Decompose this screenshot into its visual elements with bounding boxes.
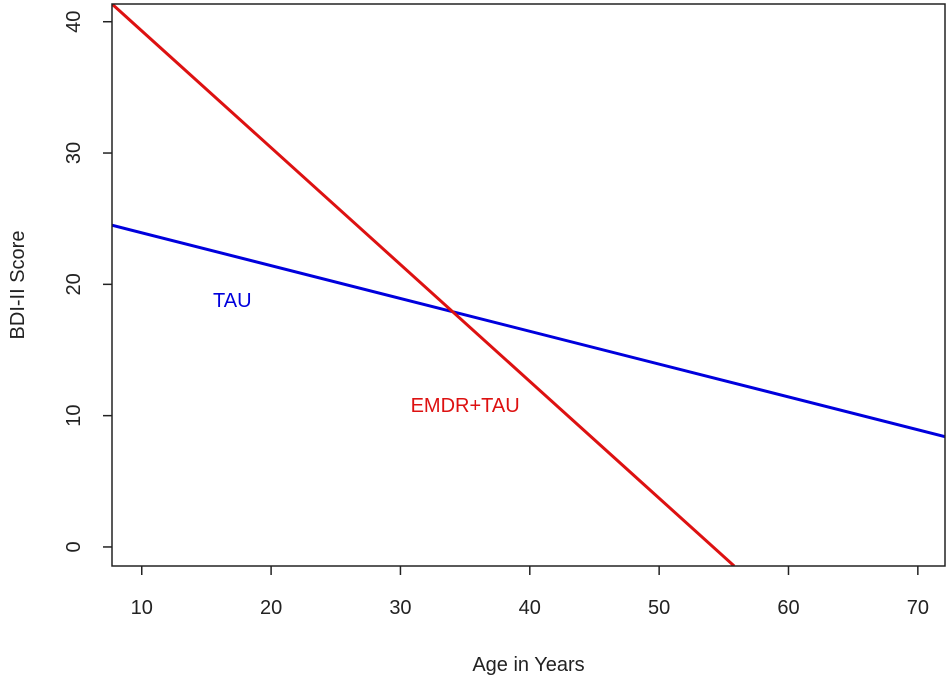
series-labels: TAU EMDR+TAU xyxy=(213,290,520,417)
y-tick-label: 0 xyxy=(63,541,85,552)
y-axis-title: BDI-II Score xyxy=(7,231,29,340)
x-tick-label: 30 xyxy=(389,597,411,619)
plot-frame xyxy=(111,3,946,567)
y-axis: 0 10 20 30 40 xyxy=(63,11,112,553)
x-tick-label: 50 xyxy=(648,597,670,619)
x-tick-label: 70 xyxy=(907,597,929,619)
x-tick-label: 40 xyxy=(519,597,541,619)
plot-lines xyxy=(112,4,945,566)
series-label-tau: TAU xyxy=(213,290,252,312)
x-axis: 10 20 30 40 50 60 70 xyxy=(131,566,929,619)
y-tick-label: 20 xyxy=(63,273,85,295)
x-tick-label: 10 xyxy=(131,597,153,619)
y-tick-label: 30 xyxy=(63,142,85,164)
x-tick-label: 20 xyxy=(260,597,282,619)
x-tick-label: 60 xyxy=(777,597,799,619)
x-axis-title: Age in Years xyxy=(472,654,584,676)
series-line-tau xyxy=(112,223,945,439)
y-tick-label: 40 xyxy=(63,11,85,33)
series-line-emdr-tau xyxy=(112,4,736,566)
series-label-emdr-tau: EMDR+TAU xyxy=(411,395,520,417)
y-tick-label: 10 xyxy=(63,405,85,427)
